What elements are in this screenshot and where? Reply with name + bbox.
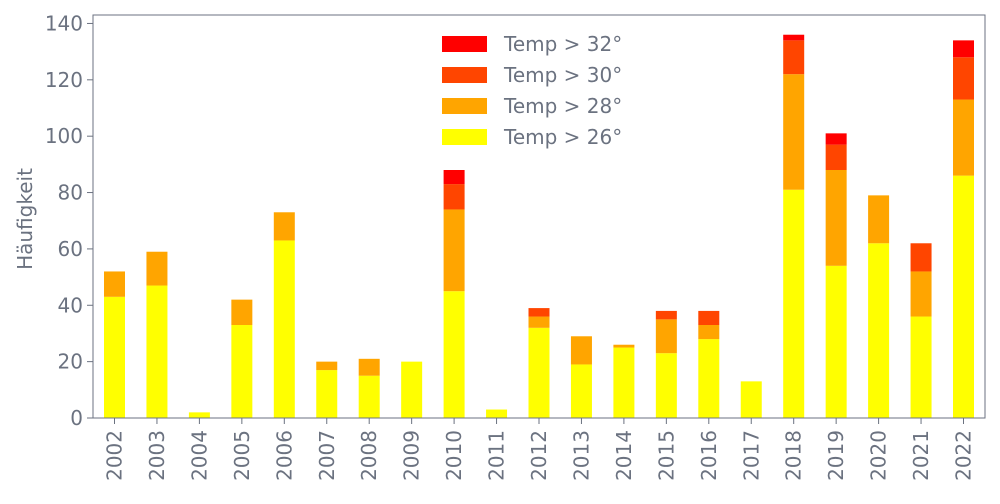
bar-2006-series-1: [273, 240, 295, 418]
bar-2008-series-2: [358, 358, 380, 376]
bar-2017-series-1: [740, 381, 762, 418]
legend-label: Temp > 30°: [503, 63, 622, 87]
bar-2011-series-1: [486, 409, 508, 418]
bar-2015-series-3: [655, 310, 677, 320]
bar-2009-series-1: [401, 361, 423, 418]
bar-2020-series-1: [868, 243, 890, 418]
x-tick-label: 2005: [230, 430, 254, 481]
legend-swatch: [442, 67, 487, 83]
bar-2022-series-2: [953, 99, 974, 176]
bar-2022-series-1: [953, 175, 974, 418]
legend-swatch: [442, 36, 487, 52]
y-tick-label: 100: [45, 124, 83, 148]
bar-2012-series-3: [528, 308, 550, 317]
bar-2004-series-1: [188, 412, 210, 418]
y-tick-label: 60: [58, 237, 83, 261]
legend-label: Temp > 28°: [503, 94, 622, 118]
bar-2013-series-1: [570, 364, 592, 418]
x-tick-label: 2010: [442, 430, 466, 481]
x-tick-label: 2012: [527, 430, 551, 481]
x-tick-label: 2017: [739, 430, 763, 481]
bar-2012-series-1: [528, 327, 550, 418]
bar-2018-series-2: [783, 74, 805, 190]
bar-2019-series-4: [825, 133, 847, 145]
y-tick-label: 80: [58, 181, 83, 205]
y-tick-label: 120: [45, 68, 83, 92]
x-tick-label: 2022: [952, 430, 976, 481]
x-tick-label: 2018: [782, 430, 806, 481]
y-axis-title: Häufigkeit: [13, 168, 37, 270]
bar-2003-series-1: [146, 285, 168, 418]
bars-group: [104, 34, 974, 418]
bar-2014-series-2: [613, 344, 635, 348]
x-axis: 2002 2003 2004 2005 2006 2007 2008 2009 2010 2011…: [103, 418, 976, 481]
bar-2015-series-2: [655, 319, 677, 354]
x-tick-label: 2019: [824, 430, 848, 481]
x-tick-label: 2011: [485, 430, 509, 481]
bar-2012-series-2: [528, 316, 550, 328]
x-tick-label: 2009: [400, 430, 424, 481]
x-tick-label: 2021: [909, 430, 933, 481]
bar-2008-series-1: [358, 375, 380, 418]
y-tick-label: 0: [70, 406, 83, 430]
legend: Temp > 32° Temp > 30° Temp > 28° Temp > 26°: [442, 32, 622, 149]
x-tick-label: 2008: [357, 430, 381, 481]
bar-2002-series-2: [104, 271, 125, 297]
bar-2019-series-2: [825, 170, 847, 266]
bar-2013-series-2: [570, 336, 592, 365]
x-tick-label: 2004: [187, 430, 211, 481]
legend-swatch: [442, 98, 487, 114]
bar-2018-series-3: [783, 40, 805, 75]
bar-2005-series-2: [231, 299, 253, 325]
bar-2006-series-2: [273, 212, 295, 241]
x-tick-label: 2003: [145, 430, 169, 481]
x-tick-label: 2006: [272, 430, 296, 481]
bar-2019-series-1: [825, 265, 847, 418]
x-tick-label: 2007: [315, 430, 339, 481]
bar-2014-series-1: [613, 347, 635, 418]
legend-swatch: [442, 129, 487, 145]
bar-2016-series-2: [698, 325, 720, 340]
bar-2018-series-1: [783, 189, 805, 418]
bar-2005-series-1: [231, 325, 253, 418]
y-axis: 0 20 40 60 80 100 120 140: [45, 11, 93, 430]
x-tick-label: 2013: [569, 430, 593, 481]
bar-2021-series-2: [910, 271, 932, 317]
bar-2021-series-3: [910, 243, 932, 272]
bar-2010-series-3: [443, 184, 465, 210]
x-tick-label: 2020: [867, 430, 891, 481]
bar-2007-series-1: [316, 370, 338, 418]
bar-2018-series-4: [783, 34, 805, 41]
bar-2002-series-1: [104, 296, 125, 418]
x-tick-label: 2015: [654, 430, 678, 481]
legend-label: Temp > 26°: [503, 125, 622, 149]
bar-2020-series-2: [868, 195, 890, 244]
bar-2021-series-1: [910, 316, 932, 418]
bar-2010-series-1: [443, 291, 465, 418]
x-tick-label: 2014: [612, 430, 636, 481]
bar-2010-series-4: [443, 170, 465, 185]
bar-2016-series-1: [698, 339, 720, 418]
legend-label: Temp > 32°: [503, 32, 622, 56]
bar-2022-series-3: [953, 57, 974, 100]
x-tick-label: 2002: [103, 430, 127, 481]
bar-2003-series-2: [146, 251, 168, 286]
bar-2010-series-2: [443, 209, 465, 292]
bar-2022-series-4: [953, 40, 974, 58]
bar-2007-series-2: [316, 361, 338, 371]
y-tick-label: 140: [45, 11, 83, 35]
y-tick-label: 40: [58, 293, 83, 317]
bar-2019-series-3: [825, 144, 847, 170]
bar-2016-series-3: [698, 310, 720, 325]
y-tick-label: 20: [58, 350, 83, 374]
bar-2015-series-1: [655, 353, 677, 418]
x-tick-label: 2016: [697, 430, 721, 481]
